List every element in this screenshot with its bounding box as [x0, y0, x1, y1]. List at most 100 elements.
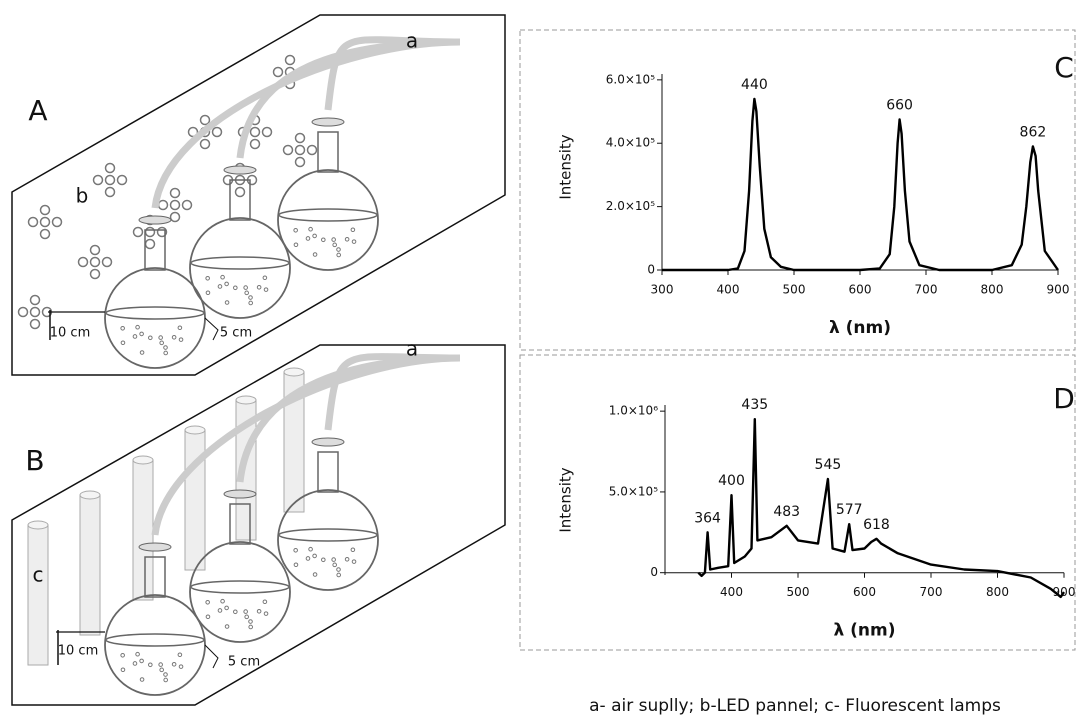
liquid-level	[278, 208, 378, 222]
cell	[205, 599, 210, 605]
box-outline	[11, 344, 506, 706]
led	[116, 174, 128, 186]
cell	[312, 252, 318, 257]
flask-neck	[144, 229, 166, 271]
led	[39, 228, 51, 240]
liquid-level	[190, 256, 290, 270]
cell	[135, 324, 140, 330]
height-label: 10 cm	[58, 644, 99, 659]
stopper	[138, 215, 172, 225]
spectrum-line	[662, 97, 1059, 272]
x-tick-label: 500	[783, 283, 806, 297]
x-tick-label: 400	[717, 283, 740, 297]
led	[144, 238, 156, 250]
stopper	[311, 117, 345, 127]
led	[89, 244, 101, 256]
cell	[351, 239, 357, 244]
cell	[243, 609, 248, 614]
y-tick-label: 5.0×10⁵	[609, 484, 658, 498]
peak-label: 577	[836, 502, 863, 518]
flask-neck	[317, 451, 339, 493]
cell	[244, 290, 249, 296]
cell	[305, 556, 311, 561]
led	[234, 186, 246, 198]
stopper	[223, 489, 257, 499]
cell	[336, 572, 341, 578]
cell	[205, 275, 210, 281]
flask-neck	[144, 556, 166, 598]
liquid-level	[105, 306, 205, 320]
cell	[344, 236, 350, 242]
cell	[158, 335, 163, 340]
cell	[248, 624, 253, 630]
panel-label: D	[1053, 382, 1075, 415]
lamp-cap	[79, 490, 101, 500]
cell	[312, 572, 318, 577]
cell	[263, 611, 269, 616]
cell	[308, 226, 313, 232]
scale-bar	[204, 644, 219, 669]
led	[29, 294, 41, 306]
cell	[350, 227, 356, 233]
flask	[104, 594, 206, 696]
led	[17, 306, 29, 318]
cell	[135, 651, 140, 657]
peak-label: 400	[718, 473, 745, 489]
peak-label: 660	[886, 97, 913, 113]
panel-label: C	[1054, 51, 1074, 84]
led	[294, 156, 306, 168]
y-tick-label: 6.0×10⁵	[606, 72, 655, 86]
cell	[163, 672, 168, 677]
cell	[350, 547, 356, 553]
height-label: 10 cm	[50, 326, 91, 341]
cell	[220, 598, 225, 604]
cell	[293, 242, 299, 248]
cell	[331, 557, 336, 562]
cell	[256, 284, 262, 290]
led	[249, 126, 261, 138]
peak-label: 862	[1020, 124, 1047, 140]
x-axis-label: λ (nm)	[833, 621, 895, 641]
cell	[321, 237, 326, 243]
y-tick-label: 0	[647, 263, 655, 277]
cell	[148, 335, 153, 341]
led	[27, 216, 39, 228]
led	[89, 256, 101, 268]
panel-label: B	[25, 444, 44, 477]
cell	[224, 281, 229, 287]
panel-frame	[519, 354, 1076, 651]
cell	[244, 614, 249, 620]
x-tick-label: 600	[849, 283, 872, 297]
led	[77, 256, 89, 268]
led	[169, 187, 181, 199]
cell	[312, 553, 317, 559]
cell	[312, 233, 317, 239]
cell	[163, 345, 168, 350]
cell	[139, 350, 145, 355]
cell	[332, 242, 337, 248]
cell	[308, 546, 313, 552]
cell	[336, 252, 341, 258]
x-tick-label: 500	[787, 585, 810, 599]
led	[199, 138, 211, 150]
cell	[262, 275, 268, 281]
cell	[177, 652, 183, 658]
peak-label: 364	[694, 510, 721, 526]
led	[39, 216, 51, 228]
cell	[233, 285, 238, 291]
x-tick-label: 700	[915, 283, 938, 297]
cell	[178, 337, 184, 342]
cell	[163, 677, 168, 683]
cell	[224, 624, 230, 629]
x-tick-label: 700	[920, 585, 943, 599]
led	[169, 199, 181, 211]
lamp	[79, 494, 101, 636]
led	[294, 144, 306, 156]
cell	[243, 285, 248, 290]
y-axis-label: Intensity	[557, 467, 575, 532]
x-tick-label: 300	[651, 283, 674, 297]
led	[282, 144, 294, 156]
flask-neck	[229, 503, 251, 545]
x-axis-label: λ (nm)	[829, 318, 891, 338]
